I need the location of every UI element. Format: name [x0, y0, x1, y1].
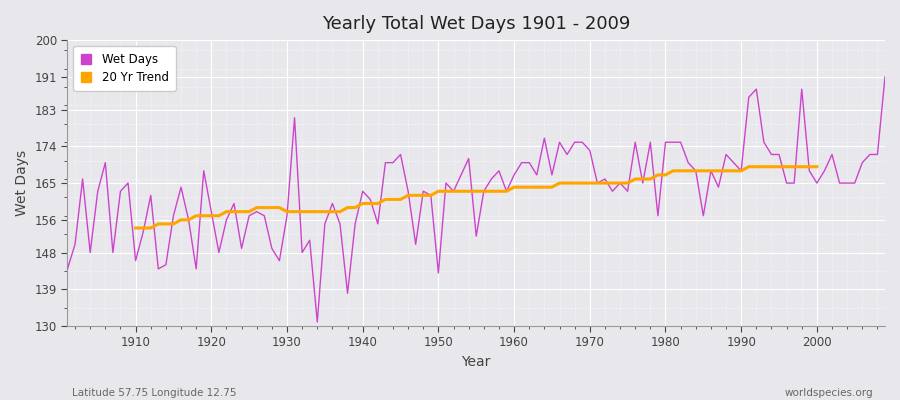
- Legend: Wet Days, 20 Yr Trend: Wet Days, 20 Yr Trend: [74, 46, 176, 91]
- Line: Wet Days: Wet Days: [68, 77, 885, 322]
- Wet Days: [517, 160, 527, 165]
- Text: worldspecies.org: worldspecies.org: [785, 388, 873, 398]
- Wet Days: [62, 266, 73, 271]
- Wet Days: [289, 115, 300, 120]
- 20 Yr Trend: [213, 213, 224, 218]
- 20 Yr Trend: [743, 164, 754, 169]
- Wet Days: [879, 74, 890, 79]
- Wet Days: [122, 181, 133, 186]
- 20 Yr Trend: [706, 168, 716, 173]
- 20 Yr Trend: [812, 164, 823, 169]
- Wet Days: [342, 291, 353, 296]
- Wet Days: [608, 189, 618, 194]
- Wet Days: [508, 172, 519, 177]
- Title: Yearly Total Wet Days 1901 - 2009: Yearly Total Wet Days 1901 - 2009: [322, 15, 630, 33]
- 20 Yr Trend: [796, 164, 807, 169]
- 20 Yr Trend: [130, 226, 141, 230]
- 20 Yr Trend: [289, 209, 300, 214]
- Line: 20 Yr Trend: 20 Yr Trend: [136, 167, 817, 228]
- Text: Latitude 57.75 Longitude 12.75: Latitude 57.75 Longitude 12.75: [72, 388, 237, 398]
- Y-axis label: Wet Days: Wet Days: [15, 150, 29, 216]
- 20 Yr Trend: [304, 209, 315, 214]
- Wet Days: [312, 320, 323, 324]
- 20 Yr Trend: [804, 164, 814, 169]
- X-axis label: Year: Year: [462, 355, 490, 369]
